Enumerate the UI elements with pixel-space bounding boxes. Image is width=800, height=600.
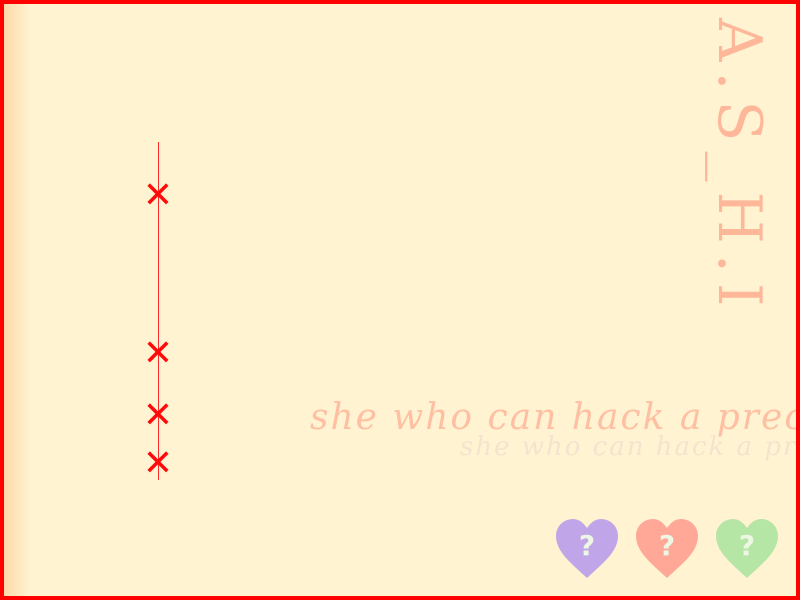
tagline-shadow: she who can hack a precious heart.. bbox=[460, 432, 798, 462]
question-mark-icon: ? bbox=[738, 529, 756, 562]
heart-icon bbox=[716, 519, 778, 578]
game-title: A.S_H.I bbox=[704, 18, 774, 317]
timeline-line bbox=[158, 142, 159, 480]
left-edge-shade bbox=[4, 4, 30, 596]
question-mark-icon: ? bbox=[658, 529, 676, 562]
timeline-mark-2[interactable]: ✕ bbox=[142, 333, 174, 374]
timeline-mark-3[interactable]: ✕ bbox=[142, 395, 174, 436]
heart-button-purple[interactable]: ? bbox=[554, 516, 620, 582]
heart-selector: ? ? ? bbox=[554, 516, 780, 582]
timeline-mark-4[interactable]: ✕ bbox=[142, 443, 174, 484]
question-mark-icon: ? bbox=[578, 529, 596, 562]
tagline: she who can hack a precious heart.. bbox=[310, 397, 800, 438]
heart-button-green[interactable]: ? bbox=[714, 516, 780, 582]
heart-icon bbox=[636, 519, 698, 578]
timeline-mark-1[interactable]: ✕ bbox=[142, 175, 174, 216]
heart-button-coral[interactable]: ? bbox=[634, 516, 700, 582]
heart-icon bbox=[556, 519, 618, 578]
